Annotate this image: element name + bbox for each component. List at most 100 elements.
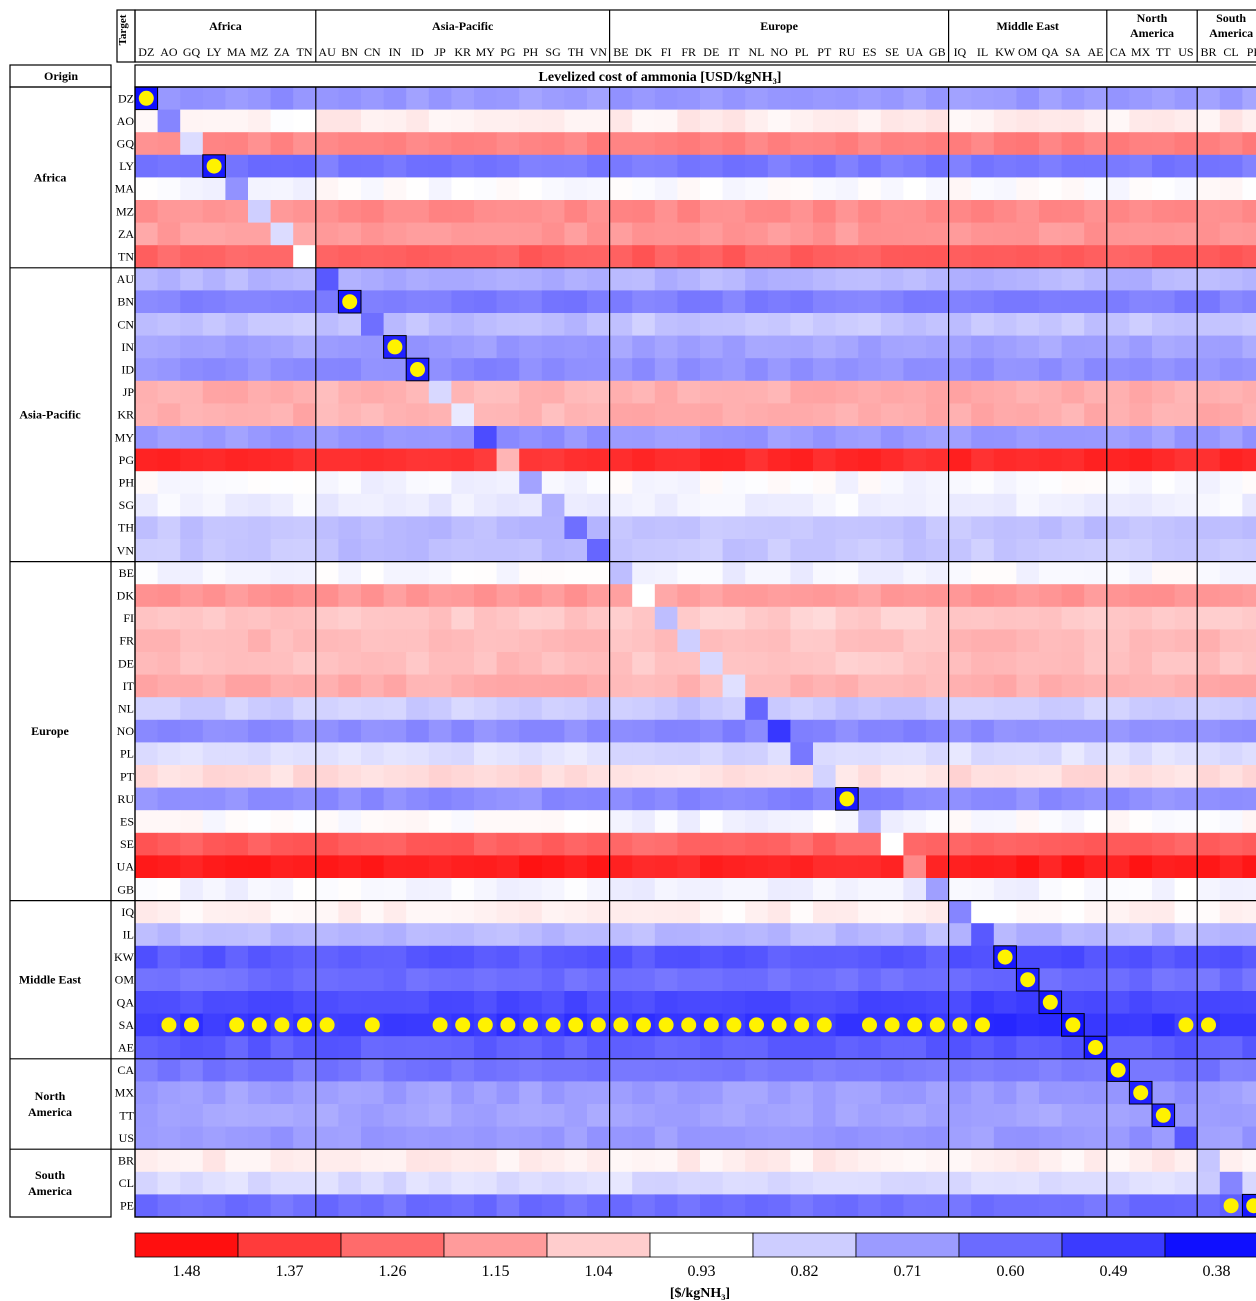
- heatmap-cell: [587, 335, 610, 359]
- heatmap-cell: [587, 1104, 610, 1127]
- heatmap-cell: [858, 516, 882, 540]
- heatmap-cell: [406, 606, 430, 630]
- heatmap-cell: [519, 448, 543, 472]
- heatmap-cell: [654, 1149, 678, 1173]
- heatmap-cell: [383, 1081, 407, 1105]
- heatmap-cell: [654, 674, 678, 698]
- heatmap-cell: [700, 765, 723, 788]
- heatmap-cell: [180, 290, 204, 314]
- heatmap-cell: [315, 1194, 339, 1218]
- heatmap-cell: [180, 177, 204, 201]
- heatmap-cell: [993, 471, 1017, 495]
- heatmap-cell: [587, 1081, 610, 1105]
- heatmap-cell: [180, 1058, 204, 1082]
- heatmap-cell: [700, 1104, 723, 1127]
- col-region-label: Middle East: [997, 19, 1059, 33]
- heatmap-cell: [1219, 1149, 1243, 1173]
- col-code-label: BN: [341, 45, 358, 59]
- heatmap-cell: [1106, 561, 1130, 585]
- heatmap-cell: [361, 245, 384, 269]
- highlight-dot: [1223, 1198, 1239, 1214]
- heatmap-cell: [428, 787, 452, 811]
- highlight-dot: [590, 1017, 606, 1033]
- heatmap-cell: [1219, 787, 1243, 811]
- heatmap-cell: [745, 403, 769, 427]
- heatmap-cell: [541, 358, 565, 382]
- heatmap-cell: [1039, 855, 1062, 879]
- heatmap-cell: [541, 493, 565, 517]
- heatmap-cell: [1106, 200, 1130, 223]
- heatmap-cell: [1197, 290, 1221, 314]
- heatmap-cell: [519, 267, 543, 291]
- heatmap-cell: [632, 132, 656, 156]
- highlight-dot: [523, 1017, 538, 1033]
- heatmap-cell: [1084, 380, 1108, 404]
- heatmap-cell: [1016, 177, 1040, 201]
- heatmap-cell: [1152, 584, 1175, 608]
- heatmap-cell: [1039, 810, 1062, 834]
- heatmap-cell: [361, 606, 384, 630]
- heatmap-cell: [474, 968, 497, 992]
- highlight-dot: [1133, 1085, 1149, 1101]
- heatmap-cell: [1039, 1194, 1062, 1218]
- heatmap-cell: [1197, 426, 1221, 449]
- heatmap-cell: [293, 154, 317, 178]
- heatmap-cell: [993, 991, 1017, 1014]
- heatmap-cell: [1016, 765, 1040, 788]
- heatmap-cell: [496, 878, 520, 901]
- heatmap-cell: [383, 900, 407, 924]
- heatmap-cell: [248, 991, 271, 1014]
- heatmap-cell: [1152, 606, 1175, 630]
- heatmap-cell: [451, 719, 475, 743]
- heatmap-cell: [361, 561, 384, 585]
- heatmap-cell: [293, 1171, 317, 1195]
- heatmap-cell: [428, 765, 452, 788]
- heatmap-cell: [135, 177, 158, 201]
- heatmap-cell: [428, 313, 452, 336]
- heatmap-cell: [1016, 290, 1040, 314]
- heatmap-cell: [519, 426, 543, 449]
- heatmap-cell: [315, 697, 339, 721]
- heatmap-cell: [157, 1126, 181, 1150]
- heatmap-cell: [745, 200, 769, 223]
- heatmap-cell: [1016, 335, 1040, 359]
- heatmap-cell: [880, 380, 904, 404]
- heatmap-cell: [835, 426, 859, 449]
- heatmap-cell: [1129, 697, 1153, 721]
- heatmap-cell: [383, 471, 407, 495]
- heatmap-cell: [609, 810, 633, 834]
- heatmap-cell: [880, 403, 904, 427]
- heatmap-cell: [1242, 561, 1256, 585]
- heatmap-cell: [1016, 900, 1040, 924]
- heatmap-cell: [813, 313, 836, 336]
- heatmap-cell: [1106, 584, 1130, 608]
- heatmap-cell: [496, 584, 520, 608]
- heatmap-cell: [1129, 968, 1153, 992]
- heatmap-cell: [157, 719, 181, 743]
- heatmap-cell: [293, 742, 317, 766]
- heatmap-cell: [474, 900, 497, 924]
- heatmap-cell: [248, 313, 271, 336]
- heatmap-cell: [880, 471, 904, 495]
- heatmap-cell: [993, 177, 1017, 201]
- heatmap-cell: [587, 154, 610, 178]
- heatmap-cell: [903, 1126, 927, 1150]
- heatmap-cell: [587, 290, 610, 314]
- heatmap-cell: [1016, 945, 1040, 969]
- heatmap-cell: [135, 787, 158, 811]
- heatmap-cell: [903, 539, 927, 562]
- heatmap-cell: [1084, 674, 1108, 698]
- heatmap-cell: [135, 335, 158, 359]
- heatmap-cell: [609, 652, 633, 675]
- heatmap-cell: [428, 810, 452, 834]
- heatmap-cell: [993, 109, 1017, 133]
- heatmap-cell: [451, 335, 475, 359]
- heatmap-cell: [654, 719, 678, 743]
- heatmap-cell: [496, 267, 520, 291]
- heatmap-cell: [1061, 358, 1085, 382]
- heatmap-cell: [541, 403, 565, 427]
- heatmap-cell: [519, 177, 543, 201]
- heatmap-cell: [406, 380, 430, 404]
- heatmap-cell: [948, 471, 972, 495]
- heatmap-cell: [406, 787, 430, 811]
